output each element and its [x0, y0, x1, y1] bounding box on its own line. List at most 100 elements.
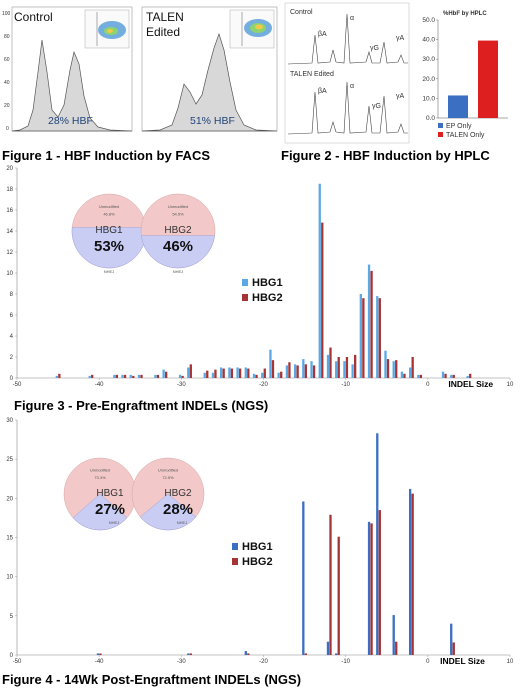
indel-bar-hbg2	[296, 365, 299, 378]
facs-yticks: 100 80 60 40 20 0	[2, 11, 11, 132]
facs-talen-label-line2: Edited	[146, 25, 180, 39]
pie-value-label: 27%	[95, 501, 125, 518]
indel-bar-hbg2	[181, 375, 184, 378]
indel-bar-hbg1	[326, 354, 330, 378]
y-tick-label: 20	[6, 166, 13, 172]
indel-bar-hbg2	[165, 371, 168, 378]
indel-bar-hbg1	[310, 361, 313, 378]
x-tick-label: -10	[341, 659, 350, 665]
legend-swatch	[232, 558, 238, 565]
legend-swatch	[232, 543, 238, 550]
indel-bar-hbg2	[280, 371, 283, 378]
facs-control-label: Control	[14, 10, 53, 24]
x-tick-label: 10	[507, 382, 514, 388]
indel-bar-hbg1	[203, 372, 206, 378]
facs-control-value: 28% HBF	[48, 115, 93, 127]
indel-bar-hbg2	[395, 641, 398, 655]
hplc-peak-label: γG	[372, 103, 381, 110]
hplc-peak-label: γA	[396, 93, 405, 100]
y-tick-label: 0	[10, 653, 14, 659]
x-tick-label: 10	[507, 659, 514, 665]
indel-bar-hbg1	[121, 374, 124, 378]
y-tick-label: 8	[10, 292, 14, 298]
indel-bar-hbg2	[452, 642, 455, 655]
indel-bar-hbg1	[359, 294, 362, 378]
indel-bar-hbg1	[228, 367, 231, 378]
indel-bar-hbg2	[263, 368, 266, 378]
y-tick-label: 4	[10, 334, 14, 340]
indel-bar-hbg2	[444, 373, 447, 378]
pie-chart-hbg1: Unmodified 46.8% HBG1 53% NHEJ	[71, 193, 147, 274]
pie-value-label: 46%	[163, 238, 193, 255]
indel-bar-hbg1	[302, 501, 305, 655]
indel-bar-hbg2	[206, 370, 209, 378]
pie-series-label: HBG2	[164, 488, 192, 499]
pie-value-label: 53%	[94, 238, 124, 255]
hplc-legend-label: EP Only	[446, 123, 472, 130]
facs-talen-plot: TALEN Edited 51% HBF	[141, 6, 278, 132]
facs-ytick: 100	[2, 11, 11, 17]
y-tick-label: 18	[6, 187, 13, 193]
pie-series-label: HBG1	[96, 488, 124, 499]
pie-top-pct: 73.3%	[94, 475, 106, 480]
indel-bar-hbg1	[318, 183, 321, 378]
hplc-bar-title: %HbF by HPLC	[443, 11, 487, 17]
indel-bar-hbg1	[96, 653, 100, 655]
hplc-trace-label: Control	[290, 9, 313, 16]
indel-bar-hbg2	[337, 357, 340, 378]
figure-caption: Figure 4 - 14Wk Post-Engraftment INDELs …	[2, 672, 301, 687]
indel-bar-hbg2	[337, 536, 340, 655]
x-tick-label: -20	[259, 382, 268, 388]
hplc-peak-label: α	[350, 83, 354, 90]
hplc-bar-ytick: 30.0	[422, 56, 435, 63]
x-axis-label: INDEL Size	[440, 656, 485, 666]
indel-bar-hbg2	[304, 653, 307, 655]
hplc-peak-label: γA	[396, 35, 405, 42]
pie-top-label: Unmodified	[90, 468, 110, 473]
indel-bar-hbg1	[269, 349, 272, 378]
facs-ytick: 0	[6, 126, 9, 132]
indel-bar-hbg2	[312, 365, 316, 378]
facs-ytick: 40	[4, 80, 10, 86]
facs-talen-label-line1: TALEN	[146, 10, 184, 24]
y-tick-label: 25	[6, 457, 13, 463]
indel-bar-hbg1	[392, 361, 395, 378]
pie-series-label: HBG2	[164, 225, 192, 236]
y-tick-label: 14	[6, 229, 13, 235]
facs-ytick: 20	[4, 103, 10, 109]
y-tick-label: 0	[10, 376, 14, 382]
indel-bar-hbg2	[345, 357, 349, 378]
indel-bar-hbg1	[113, 374, 116, 378]
indel-bar-hbg2	[255, 374, 258, 378]
hplc-legend-swatch	[438, 123, 443, 128]
indel-bar-hbg2	[411, 357, 414, 378]
indel-bar-hbg2	[123, 374, 127, 378]
indel-bar-hbg1	[187, 367, 190, 378]
indel-bar-hbg1	[252, 373, 256, 378]
y-tick-label: 30	[6, 418, 13, 424]
pie-top-label: Unmodified	[168, 204, 188, 209]
y-tick-label: 10	[6, 271, 13, 277]
indel-bar-hbg2	[386, 359, 390, 378]
pie-bottom-label: NHEJ	[104, 269, 114, 274]
indel-bar-hbg2	[156, 374, 160, 378]
indel-bar-hbg2	[469, 373, 472, 378]
pie-top-pct: 46.8%	[103, 211, 115, 216]
y-tick-label: 12	[6, 250, 13, 256]
figure1-caption: Figure 1 - HBF Induction by FACS	[2, 148, 210, 163]
indel-bar-hbg2	[189, 653, 192, 655]
facs-ytick: 80	[4, 34, 10, 40]
hplc-bar-ytick: 50.0	[422, 17, 435, 24]
indel-bar-hbg2	[115, 374, 119, 378]
pie-modified-slice	[141, 235, 215, 269]
indel-bar-hbg2	[329, 514, 332, 655]
hplc-bar-ytick: 10.0	[422, 95, 435, 102]
hplc-peak-label: βA	[318, 88, 327, 95]
hplc-bar-ytick: 0.0	[426, 115, 435, 122]
indel-bar-hbg1	[417, 374, 420, 378]
indel-bar-hbg2	[321, 222, 324, 378]
indel-bar-hbg1	[376, 433, 379, 655]
indel-bar-hbg1	[367, 521, 371, 655]
legend-label: HBG1	[242, 541, 273, 553]
